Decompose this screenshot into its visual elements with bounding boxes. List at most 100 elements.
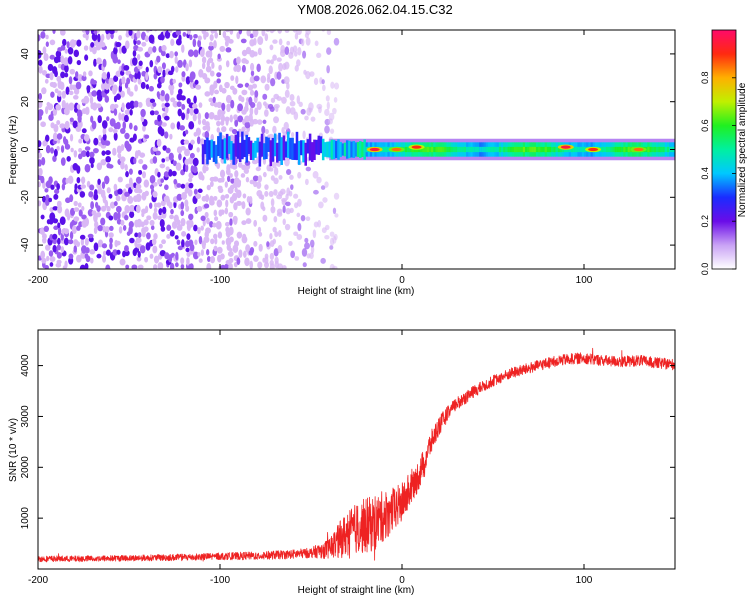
spectrogram-cell bbox=[96, 57, 102, 65]
snr-x-ticks: -200 -100 0 100 bbox=[28, 330, 593, 586]
spectrogram-cell bbox=[155, 150, 161, 156]
spectrogram-cell bbox=[80, 150, 87, 158]
spectrogram-cell bbox=[220, 209, 225, 215]
spectrogram-cell bbox=[269, 44, 274, 51]
spectrogram-cell bbox=[118, 84, 123, 93]
spectrogram-cell bbox=[151, 238, 157, 246]
spectrogram-cell bbox=[65, 102, 70, 111]
spectrogram-cell bbox=[208, 45, 214, 51]
spectrogram-cell bbox=[186, 233, 191, 240]
spectrogram-cell bbox=[236, 31, 241, 40]
signal-band-core bbox=[461, 146, 465, 153]
signal-band-cell bbox=[300, 140, 303, 156]
spectrogram-cell bbox=[308, 102, 314, 111]
spectrogram-cell bbox=[142, 164, 148, 170]
spectrogram-cell bbox=[64, 138, 69, 147]
spectrogram-cell bbox=[185, 76, 191, 85]
spectrogram-cell bbox=[160, 75, 165, 84]
spectrogram-cell bbox=[45, 194, 50, 201]
spectrogram-cell bbox=[89, 184, 95, 191]
spectrogram-cell bbox=[219, 45, 226, 53]
signal-band-core bbox=[483, 146, 487, 153]
spectrogram-cell bbox=[38, 65, 43, 74]
signal-band-core bbox=[612, 146, 615, 153]
signal-band-core bbox=[437, 146, 441, 153]
spectrogram-cell bbox=[93, 226, 98, 235]
spectrogram-cell bbox=[276, 208, 283, 215]
spectrogram-cell bbox=[49, 39, 56, 46]
spectrogram-cell bbox=[326, 101, 330, 110]
signal-band-core bbox=[601, 146, 605, 153]
spectrogram-cell bbox=[261, 125, 266, 134]
spectrogram-cell bbox=[52, 237, 57, 245]
spectrogram-cell bbox=[270, 198, 275, 207]
spectrogram-cell bbox=[156, 138, 162, 147]
spectrogram-cell bbox=[316, 52, 322, 59]
spectrogram-cell bbox=[213, 89, 220, 95]
spectrogram-cell bbox=[120, 219, 125, 226]
spectrogram-cell bbox=[81, 214, 87, 220]
spectrogram-cell bbox=[75, 71, 79, 79]
spectrogram-cell bbox=[127, 195, 134, 204]
spectrogram-cell bbox=[244, 121, 251, 129]
spectrogram-cell bbox=[113, 108, 118, 116]
signal-band-core bbox=[518, 146, 522, 153]
spectrogram-cell bbox=[64, 260, 68, 269]
signal-band-core bbox=[577, 146, 580, 153]
spectrogram-cell bbox=[104, 226, 110, 233]
spectrogram-cell bbox=[177, 108, 182, 117]
spectrogram-cell bbox=[76, 241, 81, 247]
spectrogram-cell bbox=[187, 189, 193, 197]
spectrogram-cell bbox=[109, 237, 113, 244]
spectrogram-cell bbox=[176, 219, 181, 226]
spectrogram-cell bbox=[284, 89, 290, 98]
spectrogram-cell bbox=[296, 234, 303, 241]
spectrogram-cell bbox=[42, 46, 47, 55]
spectrogram-cell bbox=[212, 222, 217, 228]
spectrogram-cell bbox=[228, 257, 234, 264]
signal-band-core bbox=[522, 146, 526, 153]
spectrogram-cell bbox=[230, 75, 235, 81]
signal-band-cell bbox=[302, 140, 305, 163]
spectrogram-cell bbox=[241, 220, 247, 226]
spectrogram-cell bbox=[204, 91, 211, 97]
spectrogram-cell bbox=[332, 265, 338, 269]
snr-y-tick-label: 1000 bbox=[20, 507, 31, 530]
spectrogram-cell bbox=[128, 122, 133, 130]
spectrogram-cell bbox=[284, 30, 290, 33]
spectrogram-cell bbox=[38, 109, 44, 117]
spectrogram-cell bbox=[197, 252, 201, 257]
spectrogram-cell bbox=[112, 128, 118, 134]
signal-band-cell bbox=[291, 137, 294, 160]
spectrogram-cell bbox=[137, 251, 141, 258]
spectrogram-cell bbox=[143, 219, 149, 226]
spectrogram-cell bbox=[159, 128, 165, 137]
spectrogram-cell bbox=[225, 226, 230, 233]
spectrogram-cell bbox=[64, 72, 69, 78]
spectrogram-cell bbox=[149, 202, 153, 209]
spectrogram-cell bbox=[208, 97, 214, 103]
spectrogram-cell bbox=[235, 179, 242, 185]
spectrogram-cell bbox=[262, 171, 267, 178]
spectrogram-cell bbox=[207, 57, 214, 64]
signal-band-cell bbox=[206, 137, 209, 165]
spectrogram-cell bbox=[79, 234, 86, 240]
spectrogram-cell bbox=[186, 108, 190, 114]
spectrogram-cell bbox=[113, 183, 118, 191]
spectrogram-cell bbox=[40, 121, 46, 128]
spectrogram-cell bbox=[258, 231, 263, 237]
spectrogram-cell bbox=[181, 231, 187, 237]
spectrogram-x-tick-label: -200 bbox=[28, 275, 48, 286]
signal-band-core bbox=[444, 146, 447, 153]
spectrogram-cell bbox=[242, 193, 247, 199]
spectrogram-cell bbox=[237, 83, 244, 88]
spectrogram-cell bbox=[163, 171, 170, 178]
spectrogram-cell bbox=[124, 140, 130, 149]
signal-band-cell bbox=[201, 144, 205, 165]
spectrogram-cell bbox=[249, 89, 255, 96]
spectrogram-cell bbox=[273, 103, 280, 109]
spectrogram-cell bbox=[136, 256, 142, 262]
spectrogram-cell bbox=[73, 207, 80, 212]
signal-band-core bbox=[503, 146, 506, 153]
spectrogram-cell bbox=[294, 32, 299, 40]
